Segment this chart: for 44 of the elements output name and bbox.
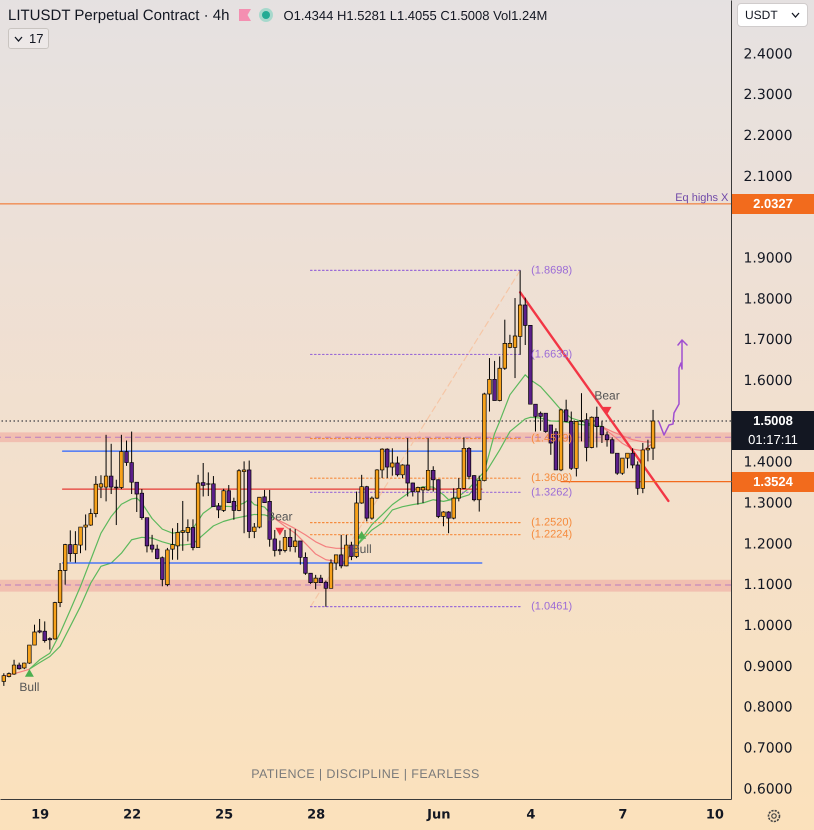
series-label: (1.2520) — [531, 516, 572, 529]
text: O1.4344 H1.5281 L1.4055 C1.5008 Vol1.24M — [283, 8, 548, 22]
series-label: Bull — [19, 680, 40, 694]
y-tick-label: 2.4000 — [744, 46, 792, 62]
text: Bear — [594, 388, 620, 403]
x-tick-label: Jun — [426, 808, 451, 822]
price-tag: 2.0327 — [732, 194, 814, 214]
series-label: (1.0461) — [531, 600, 572, 613]
y-tick-label: 0.6000 — [744, 781, 792, 798]
series-label: (1.3608) — [531, 472, 572, 484]
annotation: Eq highs X — [675, 192, 730, 204]
x-tick-label: 19 — [31, 808, 50, 822]
x-tick-label: 7 — [618, 808, 628, 822]
y-tick-label: 2.2000 — [744, 128, 792, 144]
y-tick-label: 2.3000 — [744, 87, 792, 104]
y-tick-label: 1.8000 — [744, 291, 792, 308]
series-label: (1.2224) — [531, 528, 572, 541]
y-tick-label: 0.7000 — [744, 740, 792, 756]
y-tick-label: 1.0000 — [744, 618, 792, 634]
dropdown-button: USDT — [737, 3, 808, 27]
y-tick-label: 1.9000 — [744, 250, 792, 267]
x-tick-label: 22 — [123, 808, 142, 822]
annotation: PATIENCE | DISCIPLINE | FEARLESS — [250, 767, 481, 781]
y-tick-label: 1.3000 — [744, 496, 792, 512]
toggle-button: 17 — [8, 28, 50, 49]
x-tick-label: 4 — [526, 808, 536, 822]
price-tag: 1.3524 — [732, 472, 814, 492]
annotation: 17 — [29, 31, 44, 46]
y-tick-label: 1.2000 — [744, 536, 792, 552]
y-tick-label: 1.6000 — [744, 373, 792, 390]
series-label: (1.8698) — [531, 264, 572, 276]
y-tick-label: 1.7000 — [744, 332, 792, 348]
chart-title: LITUSDT Perpetual Contract · 4h — [8, 6, 230, 24]
ref-line-label: 1.5008 — [752, 412, 794, 430]
x-tick-label: 10 — [706, 808, 724, 822]
y-tick-label: 0.9000 — [744, 658, 792, 675]
price-tag: 1.5008 01:17:11 — [732, 411, 814, 450]
series-label: (1.3262) — [531, 486, 572, 498]
y-tick-label: 1.1000 — [744, 577, 792, 594]
y-tick-label: 1.4000 — [744, 454, 792, 471]
y-tick-label: 2.1000 — [744, 168, 792, 185]
x-tick-label: 25 — [215, 808, 234, 822]
x-tick-label: 28 — [307, 808, 326, 822]
y-tick-label: 0.8000 — [744, 700, 792, 716]
